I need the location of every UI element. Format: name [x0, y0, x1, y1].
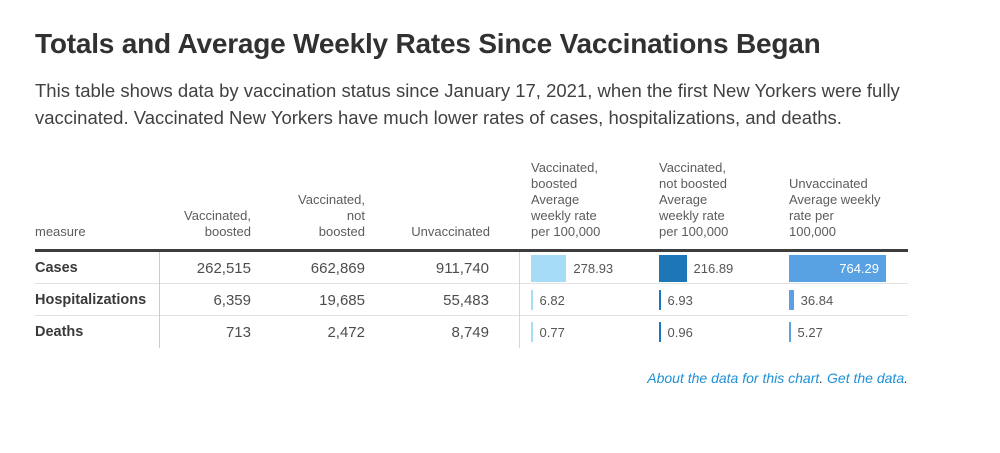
rate-bar — [789, 254, 886, 282]
total-value: 2,472 — [327, 323, 365, 341]
footer-period: . — [819, 370, 824, 386]
total-value: 911,740 — [435, 259, 489, 277]
page-title: Totals and Average Weekly Rates Since Va… — [35, 28, 821, 59]
table-row-hospitalizations: Hospitalizations 6,359 19,685 55,483 6.8… — [35, 284, 908, 316]
rate-value-label: 36.84 — [800, 292, 834, 308]
rate-value-label: 278.93 — [573, 260, 614, 276]
column-header-vaccinated-boosted: Vaccinated, boosted — [184, 208, 251, 239]
rate-bar-wrap: 6.82 — [531, 290, 648, 310]
rate-bar-cell: 0.77 — [520, 316, 648, 348]
total-value: 19,685 — [319, 291, 365, 309]
measure-cell: Deaths — [35, 316, 160, 348]
footer-period: . — [904, 370, 908, 386]
rate-value-label: 5.27 — [797, 324, 823, 340]
column-header-measure: measure — [35, 224, 86, 239]
value-cell-vaccinated-not-boosted: 2,472 — [257, 316, 371, 348]
measure-label: Deaths — [35, 324, 84, 340]
rate-bar — [659, 322, 661, 342]
column-header-vaccinated-not-boosted: Vaccinated, not boosted — [298, 192, 365, 239]
rate-value-label: 216.89 — [693, 260, 734, 276]
rate-bar-wrap: 36.84 — [789, 290, 908, 310]
rate-bar — [531, 254, 567, 282]
total-value: 6,359 — [213, 291, 251, 309]
rate-bar-cell: 36.84 — [778, 284, 908, 316]
rate-value-label: 6.93 — [667, 292, 693, 308]
rate-bar-wrap: 216.89 — [659, 254, 778, 282]
rate-bar-wrap: 6.93 — [659, 290, 778, 310]
column-header-unvaccinated: Unvaccinated — [411, 224, 490, 239]
rate-bar — [531, 322, 533, 342]
column-header-rate-vaccinated-boosted: Vaccinated, boosted Average weekly rate … — [531, 160, 601, 239]
measure-cell: Hospitalizations — [35, 284, 160, 316]
rate-bar-cell: 6.82 — [520, 284, 648, 316]
total-value: 262,515 — [196, 259, 251, 277]
column-header-rate-vaccinated-not-boosted: Vaccinated, not boosted Average weekly r… — [659, 160, 729, 239]
value-cell-vaccinated-boosted: 713 — [160, 316, 257, 348]
page-description: This table shows data by vaccination sta… — [35, 80, 900, 128]
rate-value-label: 0.96 — [667, 324, 693, 340]
rate-bar-wrap: 5.27 — [789, 322, 908, 342]
measure-label: Cases — [35, 260, 78, 276]
total-value: 713 — [225, 323, 251, 341]
rate-bar-wrap: 0.77 — [531, 322, 648, 342]
table-header-row: measure Vaccinated, boosted Vaccinated, … — [35, 155, 908, 252]
rate-bar-wrap: 278.93 — [531, 254, 648, 282]
rate-bar — [659, 290, 661, 310]
value-cell-vaccinated-boosted: 262,515 — [160, 252, 257, 284]
rate-bar-cell: 6.93 — [648, 284, 778, 316]
footer-links: About the data for this chart. Get the d… — [35, 370, 908, 386]
rate-bar-cell: 5.27 — [778, 316, 908, 348]
rate-bar-cell: 764.29 — [778, 252, 908, 284]
total-value: 55,483 — [443, 291, 489, 309]
rate-bar — [789, 322, 791, 342]
rate-value-label: 6.82 — [539, 292, 565, 308]
rate-bar-wrap: 764.29 — [789, 254, 908, 282]
measure-label: Hospitalizations — [35, 292, 147, 308]
about-data-link[interactable]: About the data for this chart — [647, 370, 820, 386]
value-cell-vaccinated-not-boosted: 19,685 — [257, 284, 371, 316]
data-table: measure Vaccinated, boosted Vaccinated, … — [35, 155, 908, 348]
value-cell-unvaccinated: 8,749 — [371, 316, 520, 348]
table-row-cases: Cases 262,515 662,869 911,740 278.93 216… — [35, 252, 908, 284]
rate-bar — [531, 290, 533, 310]
get-data-link[interactable]: Get the data — [827, 370, 905, 386]
column-header-rate-unvaccinated: Unvaccinated Average weekly rate per 100… — [789, 176, 881, 239]
value-cell-unvaccinated: 55,483 — [371, 284, 520, 316]
value-cell-unvaccinated: 911,740 — [371, 252, 520, 284]
rate-bar — [789, 290, 794, 310]
rate-bar-cell: 0.96 — [648, 316, 778, 348]
rate-bar-cell: 278.93 — [520, 252, 648, 284]
measure-cell: Cases — [35, 252, 160, 284]
rate-bar-cell: 216.89 — [648, 252, 778, 284]
table-row-deaths: Deaths 713 2,472 8,749 0.77 0.96 5.27 — [35, 316, 908, 348]
value-cell-vaccinated-boosted: 6,359 — [160, 284, 257, 316]
total-value: 8,749 — [451, 323, 489, 341]
rate-bar — [659, 254, 687, 282]
chart-page: Totals and Average Weekly Rates Since Va… — [0, 28, 1000, 453]
rate-value-label: 764.29 — [839, 260, 879, 276]
rate-value-label: 0.77 — [539, 324, 565, 340]
value-cell-vaccinated-not-boosted: 662,869 — [257, 252, 371, 284]
total-value: 662,869 — [310, 259, 365, 277]
rate-bar-wrap: 0.96 — [659, 322, 778, 342]
